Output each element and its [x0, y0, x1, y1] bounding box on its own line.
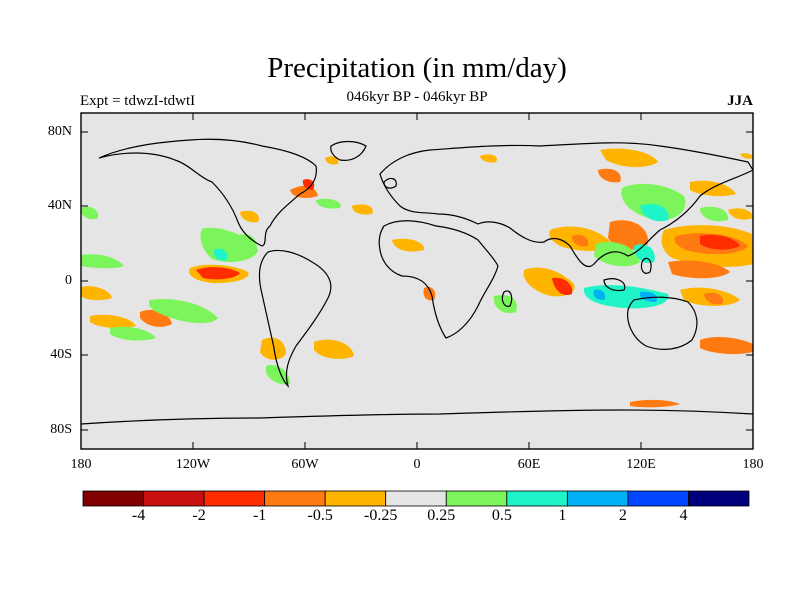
anomaly-patch — [81, 206, 99, 220]
anomaly-patch — [236, 234, 257, 253]
lat-label: 80S — [50, 422, 72, 437]
lon-label: 0 — [413, 457, 421, 472]
lon-label: 180 — [742, 457, 764, 472]
anomaly-patch — [240, 210, 259, 223]
anomaly-patch — [598, 168, 621, 183]
lat-label: 40N — [47, 198, 72, 213]
lon-label: 120E — [626, 457, 656, 472]
anomaly-patch — [583, 285, 669, 309]
map-subtitle: 046kyr BP - 046kyr BP — [346, 89, 488, 105]
colorbar-label: -4 — [131, 507, 146, 524]
anomaly-patch — [392, 238, 425, 252]
anomaly-patch — [594, 242, 640, 267]
anomaly-patch — [630, 399, 680, 408]
anomaly-patch — [668, 260, 730, 279]
anomaly-patch — [740, 153, 753, 159]
anomaly-patch — [480, 154, 497, 163]
anomaly-patch — [314, 339, 354, 359]
anomaly-patch — [572, 234, 589, 247]
anomaly-patch — [593, 289, 606, 300]
experiment-label: Expt = tdwzI-tdwtI — [80, 93, 196, 109]
lat-label: 40S — [50, 347, 72, 362]
colorbar-box — [445, 490, 508, 507]
colorbar-label: -2 — [192, 507, 206, 524]
colorbar-box — [143, 490, 205, 507]
anomaly-patch — [704, 292, 723, 305]
anomaly-patch — [196, 267, 240, 280]
colorbar-label: 0.5 — [491, 507, 512, 524]
anomaly-patch — [552, 277, 573, 296]
anomaly-patch — [81, 286, 112, 301]
anomaly-patch — [621, 183, 686, 221]
anomaly-patch — [316, 198, 341, 209]
lon-label: 60E — [517, 457, 541, 472]
colorbar-box — [82, 490, 144, 507]
anomaly-patch — [90, 314, 136, 329]
anomaly-patch — [700, 206, 729, 222]
colorbar-box — [203, 490, 266, 507]
colorbar-box — [506, 490, 568, 507]
anomaly-patch — [148, 298, 218, 324]
colorbar-box — [324, 490, 387, 507]
anomaly-patch — [260, 337, 286, 360]
colorbar-label: 0.25 — [427, 507, 456, 524]
colorbar-label: 1 — [558, 507, 567, 524]
colorbar — [82, 490, 750, 507]
colorbar-label: -1 — [252, 507, 267, 524]
colorbar-box — [264, 490, 326, 507]
lat-label: 80N — [47, 124, 72, 139]
anomaly-patch — [690, 180, 736, 197]
anomaly-patch — [81, 254, 124, 269]
anomaly-patch — [600, 148, 658, 168]
lon-label: 60W — [291, 457, 319, 472]
anomaly-patch — [700, 337, 753, 355]
colorbar-label: -0.5 — [307, 507, 333, 524]
colorbar-box — [385, 490, 447, 507]
colorbar-box — [688, 490, 750, 507]
anomaly-patch — [325, 156, 339, 165]
map-area — [81, 113, 753, 449]
anomaly-patch — [639, 291, 658, 302]
colorbar-box — [566, 490, 629, 507]
colorbar-box — [627, 490, 689, 507]
lat-ticks — [80, 113, 754, 449]
colorbar-label: -0.25 — [364, 507, 398, 524]
map-title: Precipitation (in mm/day) — [267, 52, 567, 84]
colorbar-label: 2 — [618, 507, 627, 524]
anomaly-patch — [213, 248, 228, 261]
colorbar-label: 4 — [679, 507, 688, 524]
anomaly-patch — [608, 220, 649, 250]
lat-label: 0 — [65, 273, 72, 288]
anomaly-patch — [700, 234, 740, 250]
season-label: JJA — [727, 93, 753, 109]
precip-anomaly-field — [81, 148, 753, 408]
anomaly-patch — [110, 326, 156, 341]
anomaly-patch — [352, 204, 373, 215]
anomaly-patch — [728, 208, 753, 220]
lon-label: 120W — [175, 457, 211, 472]
anomaly-patch — [302, 179, 315, 190]
anomaly-patch — [640, 203, 669, 222]
lon-label: 180 — [70, 457, 92, 472]
coastlines — [81, 138, 753, 425]
